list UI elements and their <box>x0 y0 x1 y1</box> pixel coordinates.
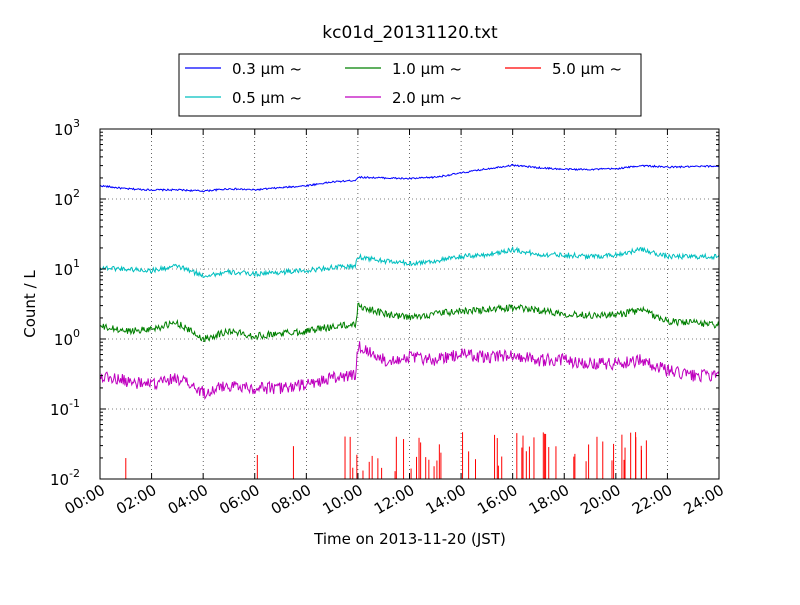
legend-label: 1.0 μm ~ <box>392 60 462 78</box>
chart-title: kc01d_20131120.txt <box>322 23 498 43</box>
y-axis-label: Count / L <box>21 270 39 338</box>
legend: 0.3 μm ~ 1.0 μm ~ 5.0 μm ~ 0.5 μm ~ 2.0 μm ~ <box>178 53 642 117</box>
legend-label: 5.0 μm ~ <box>552 60 622 78</box>
series-line-1 <box>99 245 720 279</box>
legend-label: 0.5 μm ~ <box>232 89 302 107</box>
legend-label: 2.0 μm ~ <box>392 89 462 107</box>
legend-label: 0.3 μm ~ <box>232 60 302 78</box>
series-layer <box>99 163 720 479</box>
series-line-3 <box>99 341 720 401</box>
x-axis-label: Time on 2013-11-20 (JST) <box>313 530 506 548</box>
legend-frame <box>178 53 642 117</box>
series-line-0 <box>99 163 720 193</box>
series-line-2 <box>99 302 720 343</box>
